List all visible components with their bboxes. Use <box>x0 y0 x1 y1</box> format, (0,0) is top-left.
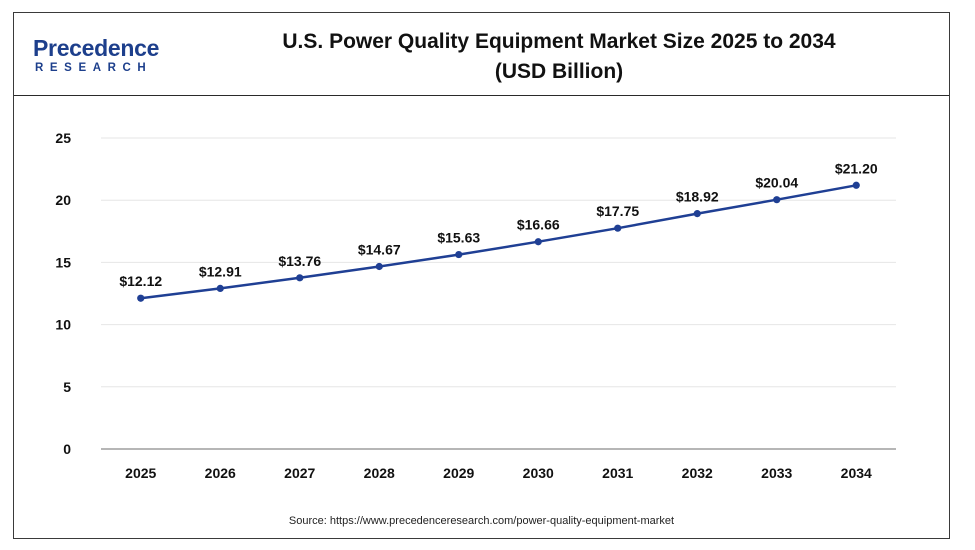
data-point <box>852 181 860 189</box>
data-label: $18.92 <box>676 189 719 205</box>
data-point <box>137 294 145 302</box>
x-tick-label: 2026 <box>205 465 236 481</box>
y-tick-label: 15 <box>55 254 71 270</box>
y-tick-label: 10 <box>55 317 71 333</box>
x-tick-label: 2034 <box>841 465 872 481</box>
data-label: $15.63 <box>437 230 480 246</box>
data-point <box>296 274 304 282</box>
y-tick-label: 20 <box>55 192 71 208</box>
chart-title-line-2: (USD Billion) <box>494 60 624 83</box>
x-tick-label: 2032 <box>682 465 713 481</box>
y-tick-label: 5 <box>63 379 71 395</box>
data-label: $20.04 <box>755 175 798 191</box>
chart-frame: Precedence RESEARCH U.S. Power Quality E… <box>13 12 950 539</box>
x-tick-label: 2025 <box>125 465 156 481</box>
precedence-research-logo: Precedence RESEARCH <box>33 35 173 79</box>
data-point <box>375 262 383 271</box>
series-line <box>140 184 857 300</box>
x-tick-label: 2027 <box>284 465 315 481</box>
chart-title: U.S. Power Quality Equipment Market Size… <box>214 27 904 87</box>
x-tick-label: 2033 <box>761 465 792 481</box>
data-point <box>614 224 622 232</box>
data-label: $14.67 <box>358 242 401 258</box>
y-tick-label: 0 <box>63 441 71 457</box>
x-tick-label: 2030 <box>523 465 554 481</box>
x-tick-label: 2028 <box>364 465 395 481</box>
data-point <box>693 210 701 218</box>
data-label: $13.76 <box>278 253 321 269</box>
data-point <box>773 196 781 204</box>
x-tick-label: 2029 <box>443 465 474 481</box>
source-note: Source: https://www.precedenceresearch.c… <box>288 515 675 527</box>
chart-title-line-1: U.S. Power Quality Equipment Market Size… <box>282 30 836 53</box>
data-label: $12.91 <box>199 263 242 279</box>
data-point <box>455 250 463 259</box>
logo-subtitle: RESEARCH <box>35 62 153 74</box>
data-label: $16.66 <box>517 217 560 233</box>
y-tick-label: 25 <box>55 130 71 146</box>
data-label: $21.20 <box>835 160 878 176</box>
x-tick-label: 2031 <box>602 465 633 481</box>
data-label: $17.75 <box>596 203 639 219</box>
data-point <box>534 238 542 246</box>
chart-header: Precedence RESEARCH U.S. Power Quality E… <box>14 13 949 96</box>
data-point <box>216 284 224 292</box>
logo-wordmark: Precedence <box>33 35 160 61</box>
data-label: $12.12 <box>119 273 162 289</box>
